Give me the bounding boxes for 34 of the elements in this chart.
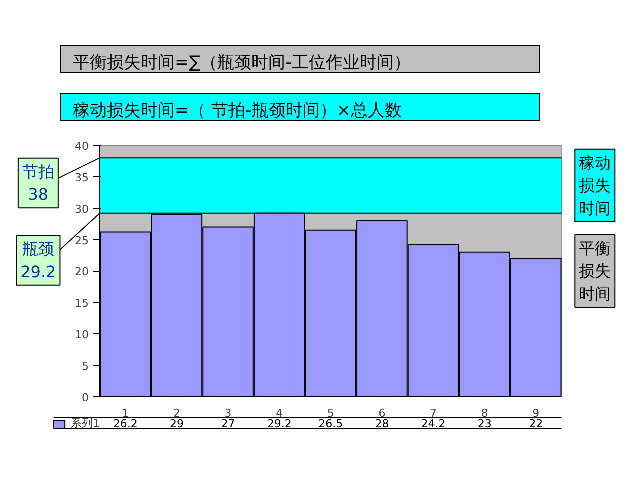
x-tick-label: 7 [430, 406, 438, 420]
x-tick-label: 5 [327, 406, 334, 420]
y-tick-label: 25 [74, 234, 89, 248]
ref-line-label: 瓶颈 29.2 [20, 240, 56, 282]
band-label: 平衡损失时间 [579, 238, 612, 304]
data-label: 22 [529, 418, 544, 431]
data-label: 27 [221, 418, 236, 431]
y-tick-label: 35 [74, 171, 89, 184]
x-tick-label: 9 [532, 406, 540, 420]
y-tick-label: 15 [74, 297, 89, 310]
data-label: 29 [170, 418, 184, 431]
ref-line-label: 节拍 38 [22, 162, 54, 204]
y-tick-label: 10 [74, 328, 89, 342]
x-tick-label: 6 [378, 406, 386, 420]
y-tick-label: 40 [74, 140, 89, 154]
x-tick-label: 4 [276, 406, 284, 420]
x-tick-label: 8 [481, 406, 488, 420]
data-label: 28 [375, 418, 390, 431]
x-tick-label: 2 [173, 406, 180, 420]
data-label: 23 [478, 418, 492, 431]
y-tick-label: 0 [82, 391, 89, 404]
text: 平衡损失时间=∑（瓶颈时间-工位作业时间） [73, 52, 411, 75]
y-tick-label: 20 [74, 266, 89, 279]
y-tick-label: 5 [82, 360, 89, 373]
data-label: 26.2 [113, 418, 138, 431]
x-tick-label: 3 [224, 406, 232, 420]
band-label: 稼动损失时间 [579, 153, 612, 218]
text: 稼动损失时间=（ 节拍-瓶颈时间）×总人数 [73, 100, 402, 123]
data-label: 26.5 [318, 418, 344, 431]
data-label: 24.2 [421, 418, 446, 431]
data-label: 29.2 [267, 418, 292, 431]
y-tick-label: 30 [74, 202, 89, 216]
x-tick-label: 1 [122, 406, 130, 420]
legend-label: 系列1 [71, 416, 100, 431]
